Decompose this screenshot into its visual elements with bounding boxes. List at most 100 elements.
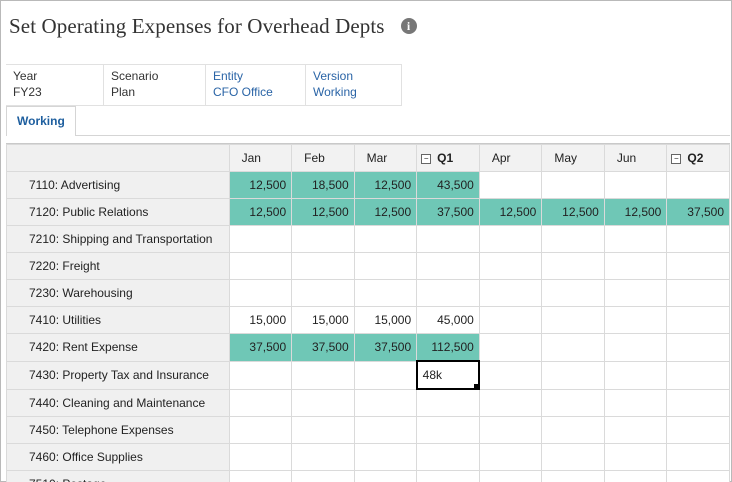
data-cell[interactable] <box>416 416 480 444</box>
data-cell[interactable] <box>478 443 543 471</box>
data-cell[interactable] <box>291 443 355 471</box>
data-cell[interactable] <box>541 360 605 390</box>
tab-working[interactable]: Working <box>6 106 76 137</box>
data-cell[interactable] <box>353 470 418 482</box>
data-cell[interactable] <box>541 416 605 444</box>
data-cell[interactable] <box>666 279 730 307</box>
collapse-icon[interactable]: − <box>421 154 432 164</box>
data-cell[interactable] <box>478 416 543 444</box>
data-cell[interactable] <box>603 225 668 253</box>
data-cell[interactable]: 12,500 <box>603 198 668 226</box>
column-header-jan[interactable]: Jan <box>228 144 293 172</box>
data-cell[interactable] <box>228 470 293 482</box>
data-cell[interactable] <box>353 416 418 444</box>
data-cell[interactable] <box>291 252 355 280</box>
data-cell[interactable] <box>603 470 668 482</box>
data-cell[interactable]: 15,000 <box>291 306 355 334</box>
data-cell[interactable] <box>228 443 293 471</box>
data-cell[interactable] <box>291 225 355 253</box>
data-cell[interactable]: 18,500 <box>291 171 355 199</box>
data-cell[interactable] <box>228 360 293 390</box>
data-cell[interactable] <box>666 306 730 334</box>
data-cell[interactable] <box>291 388 355 417</box>
data-cell[interactable] <box>541 225 605 253</box>
data-cell[interactable] <box>666 333 730 362</box>
data-cell[interactable]: 37,500 <box>228 333 293 362</box>
data-cell[interactable]: 12,500 <box>353 171 418 199</box>
data-cell[interactable] <box>478 388 543 417</box>
pov-value[interactable]: Working <box>313 85 357 99</box>
data-cell[interactable] <box>541 333 605 362</box>
data-cell[interactable] <box>478 252 543 280</box>
pov-entity[interactable]: Entity CFO Office <box>206 65 306 105</box>
data-cell[interactable] <box>478 333 543 362</box>
data-cell[interactable] <box>291 360 355 390</box>
data-cell[interactable] <box>478 360 543 390</box>
data-cell[interactable] <box>666 171 730 199</box>
column-header-apr[interactable]: Apr <box>478 144 543 172</box>
data-cell[interactable]: 37,500 <box>666 198 730 226</box>
column-header-jun[interactable]: Jun <box>603 144 668 172</box>
data-cell[interactable] <box>541 470 605 482</box>
data-cell[interactable] <box>603 252 668 280</box>
pov-value[interactable]: CFO Office <box>213 85 273 99</box>
data-cell[interactable] <box>291 279 355 307</box>
data-cell[interactable]: 37,500 <box>291 333 355 362</box>
data-cell[interactable] <box>228 388 293 417</box>
data-cell[interactable] <box>228 416 293 444</box>
data-cell[interactable] <box>353 443 418 471</box>
column-header-feb[interactable]: Feb <box>291 144 355 172</box>
data-cell[interactable]: 12,500 <box>291 198 355 226</box>
data-cell[interactable] <box>416 252 480 280</box>
data-cell[interactable] <box>603 171 668 199</box>
data-cell[interactable] <box>666 360 730 390</box>
data-cell[interactable] <box>416 470 480 482</box>
data-cell[interactable] <box>666 252 730 280</box>
data-cell[interactable]: 12,500 <box>353 198 418 226</box>
data-cell[interactable] <box>478 279 543 307</box>
data-cell[interactable]: 45,000 <box>416 306 480 334</box>
collapse-icon[interactable]: − <box>671 154 682 164</box>
data-cell[interactable] <box>541 306 605 334</box>
data-cell[interactable] <box>353 388 418 417</box>
data-cell[interactable]: 12,500 <box>478 198 543 226</box>
data-cell[interactable]: 37,500 <box>416 198 480 226</box>
data-cell[interactable] <box>603 279 668 307</box>
data-cell[interactable] <box>353 252 418 280</box>
data-cell[interactable] <box>416 388 480 417</box>
data-cell[interactable] <box>603 388 668 417</box>
data-cell[interactable] <box>666 388 730 417</box>
data-cell[interactable] <box>603 333 668 362</box>
data-cell[interactable] <box>603 416 668 444</box>
data-cell[interactable] <box>416 443 480 471</box>
data-cell[interactable]: 15,000 <box>228 306 293 334</box>
data-cell[interactable] <box>353 360 418 390</box>
data-cell[interactable] <box>228 279 293 307</box>
column-header-may[interactable]: May <box>541 144 605 172</box>
data-cell[interactable] <box>353 225 418 253</box>
data-cell[interactable] <box>478 306 543 334</box>
pov-version[interactable]: Version Working <box>306 65 402 105</box>
data-cell[interactable] <box>353 279 418 307</box>
data-cell[interactable] <box>666 470 730 482</box>
data-cell[interactable]: 12,500 <box>228 198 293 226</box>
data-cell[interactable] <box>478 470 543 482</box>
data-cell[interactable] <box>603 306 668 334</box>
data-cell[interactable]: 37,500 <box>353 333 418 362</box>
fill-handle[interactable] <box>474 384 478 387</box>
data-cell[interactable] <box>478 225 543 253</box>
data-cell[interactable] <box>291 470 355 482</box>
data-cell[interactable] <box>541 171 605 199</box>
data-cell[interactable]: 12,500 <box>541 198 605 226</box>
data-cell[interactable] <box>541 443 605 471</box>
data-cell[interactable] <box>666 225 730 253</box>
data-cell[interactable] <box>666 443 730 471</box>
data-cell[interactable] <box>541 252 605 280</box>
data-cell[interactable] <box>666 416 730 444</box>
data-cell[interactable] <box>291 416 355 444</box>
data-cell[interactable]: 43,500 <box>416 171 480 199</box>
column-header-q1[interactable]: − Q1 <box>416 144 480 172</box>
data-cell[interactable]: 112,500 <box>416 333 480 362</box>
data-cell[interactable] <box>228 225 293 253</box>
data-cell[interactable] <box>603 360 668 390</box>
